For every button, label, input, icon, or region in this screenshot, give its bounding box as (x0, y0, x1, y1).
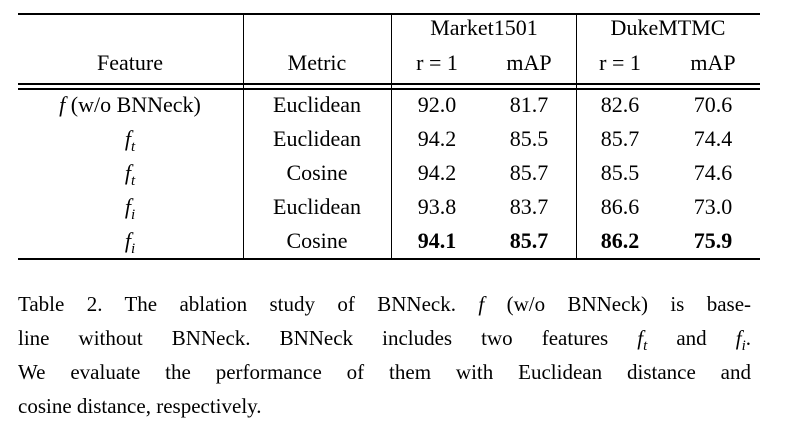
feature-cell: ft (124, 160, 136, 189)
group-header: DukeMTMC (610, 15, 726, 40)
value-cell: 94.2 (417, 126, 457, 151)
column-header: r = 1 (416, 50, 458, 75)
header-rule (18, 88, 760, 90)
value-cell: 92.0 (417, 92, 457, 117)
group-header: Market1501 (430, 15, 538, 40)
math-subscript: t (130, 173, 136, 189)
feature-cell: ft (124, 126, 136, 155)
value-cell: 81.7 (509, 92, 549, 117)
value-cell: 73.0 (693, 194, 733, 219)
feature-cell: fi (124, 194, 136, 223)
column-header: mAP (506, 50, 552, 75)
value-cell: 85.5 (509, 126, 549, 151)
value-cell: 75.9 (693, 228, 733, 253)
column-rule (243, 14, 244, 259)
caption-line: Table 2. The ablation study of BNNeck. f… (18, 292, 751, 317)
metric-cell: Cosine (286, 228, 348, 253)
metric-cell: Euclidean (273, 126, 361, 151)
math-symbol: f (637, 326, 644, 350)
bottom-rule (18, 258, 760, 260)
feature-cell: fi (124, 228, 136, 257)
value-cell: 74.6 (693, 160, 733, 185)
math-symbol: f (478, 292, 485, 316)
caption-text: line without BNNeck. BNNeck includes two… (18, 326, 638, 350)
caption-text: (w/o BNNeck) is base- (484, 292, 752, 316)
value-cell: 74.4 (693, 126, 733, 151)
caption-line: line without BNNeck. BNNeck includes two… (18, 326, 751, 354)
caption-line: cosine distance, respectively. (18, 394, 751, 419)
column-header: Metric (287, 50, 347, 75)
metric-cell: Euclidean (273, 194, 361, 219)
caption-text: We evaluate the performance of them with… (18, 360, 751, 384)
caption-text: Table 2. The ablation study of BNNeck. (18, 292, 479, 316)
column-header: Feature (97, 50, 163, 75)
metric-cell: Euclidean (273, 92, 361, 117)
math-symbol: f (124, 228, 131, 253)
value-cell: 93.8 (417, 194, 457, 219)
value-cell: 85.7 (509, 228, 549, 253)
math-subscript: t (643, 338, 648, 354)
value-cell: 86.2 (600, 228, 640, 253)
value-cell: 94.1 (417, 228, 457, 253)
value-cell: 82.6 (600, 92, 640, 117)
math-symbol: f (124, 126, 131, 151)
value-cell: 86.6 (600, 194, 640, 219)
math-symbol: f (124, 194, 131, 219)
value-cell: 94.2 (417, 160, 457, 185)
feature-note: (w/o BNNeck) (70, 92, 201, 117)
math-symbol: f (735, 326, 742, 350)
math-subscript: t (130, 139, 136, 155)
metric-cell: Cosine (286, 160, 348, 185)
feature-cell: f (w/o BNNeck) (59, 92, 201, 118)
value-cell: 70.6 (693, 92, 733, 117)
top-rule (18, 13, 760, 15)
header-rule (18, 83, 760, 85)
math-symbol: f (124, 160, 131, 185)
column-header: mAP (690, 50, 736, 75)
value-cell: 85.7 (600, 126, 640, 151)
math-symbol: f (59, 92, 66, 117)
math-subscript: i (741, 338, 746, 354)
value-cell: 83.7 (509, 194, 549, 219)
value-cell: 85.5 (600, 160, 640, 185)
column-rule (576, 14, 577, 259)
math-subscript: i (130, 241, 136, 257)
column-rule (391, 14, 392, 259)
caption-line: We evaluate the performance of them with… (18, 360, 751, 385)
value-cell: 85.7 (509, 160, 549, 185)
caption-text: . (745, 326, 751, 350)
math-subscript: i (130, 207, 136, 223)
caption-text: cosine distance, respectively. (18, 394, 262, 418)
caption-text: and (647, 326, 736, 350)
column-header: r = 1 (599, 50, 641, 75)
